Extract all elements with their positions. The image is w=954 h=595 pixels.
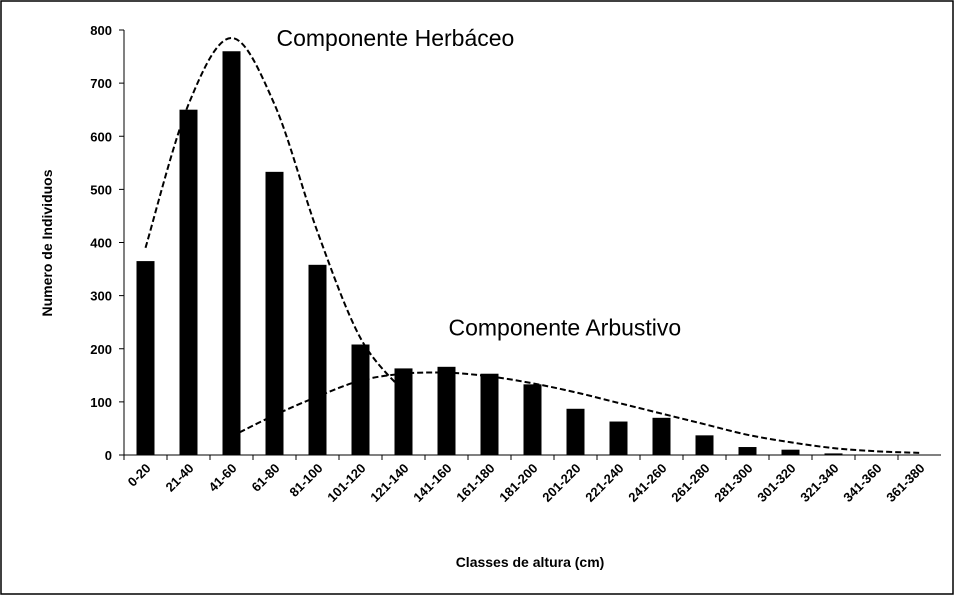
fit-curve xyxy=(144,36,405,392)
bar xyxy=(222,51,241,455)
y-tick-label: 300 xyxy=(90,289,112,304)
bar xyxy=(480,373,499,455)
y-tick-label: 200 xyxy=(90,342,112,357)
bar xyxy=(781,449,800,455)
x-axis-title: Classes de altura (cm) xyxy=(456,554,605,570)
bar xyxy=(824,453,843,455)
bar xyxy=(179,109,198,455)
annotation: Componente Arbustivo xyxy=(449,314,682,340)
bar xyxy=(695,435,714,455)
bar xyxy=(609,421,628,455)
y-tick-label: 100 xyxy=(90,395,112,410)
bar xyxy=(308,264,327,455)
bar xyxy=(394,368,413,455)
y-tick-label: 500 xyxy=(90,182,112,197)
y-tick-label: 800 xyxy=(90,23,112,38)
bar xyxy=(523,384,542,455)
annotation: Componente Herbáceo xyxy=(277,25,515,51)
bar xyxy=(738,447,757,455)
bar xyxy=(136,261,155,455)
bar xyxy=(437,366,456,455)
y-tick-label: 700 xyxy=(90,76,112,91)
y-tick-label: 400 xyxy=(90,236,112,251)
fit-curve xyxy=(231,371,920,454)
bar xyxy=(265,171,284,455)
y-axis-title: Numero de Individuos xyxy=(39,169,55,316)
y-tick-label: 0 xyxy=(105,448,112,463)
y-tick-label: 600 xyxy=(90,129,112,144)
bar xyxy=(652,417,671,455)
bar xyxy=(351,344,370,455)
bar xyxy=(566,408,585,455)
